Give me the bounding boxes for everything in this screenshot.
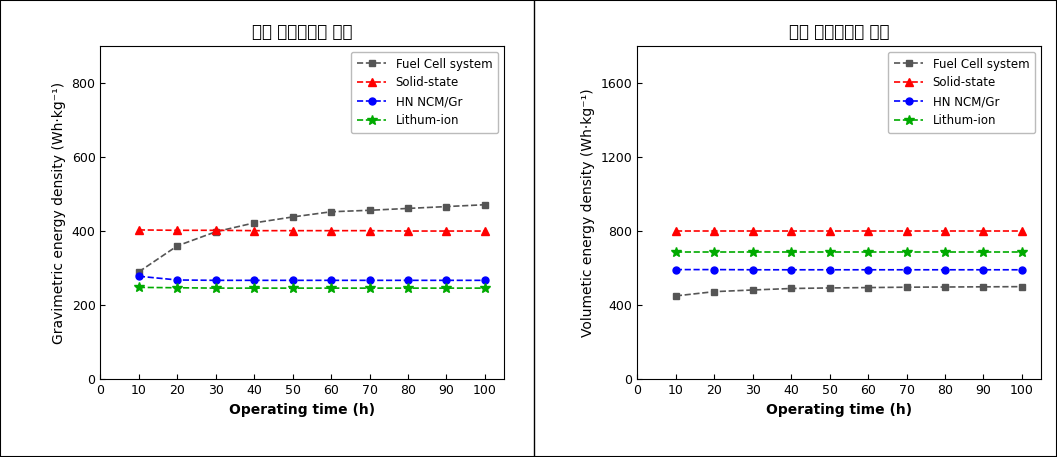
Lithum-ion (440, 285, 452, 291)
Fuel Cell system (861, 285, 874, 290)
Solid-state (286, 228, 299, 234)
Y-axis label: Gravimetric energy density (Wh·kg⁻¹): Gravimetric energy density (Wh·kg⁻¹) (52, 81, 66, 344)
Line: Lithum-ion: Lithum-ion (671, 248, 1026, 257)
Fuel Cell system (785, 286, 798, 291)
Line: HN NCM/Gr: HN NCM/Gr (135, 273, 488, 284)
Fuel Cell system (248, 220, 261, 226)
Lithum-ion (746, 250, 759, 255)
Line: Fuel Cell system: Fuel Cell system (672, 283, 1025, 299)
HN NCM/Gr (901, 267, 913, 272)
Solid-state (861, 228, 874, 234)
HN NCM/Gr (324, 277, 337, 283)
Solid-state (324, 228, 337, 234)
Fuel Cell system (939, 284, 951, 290)
HN NCM/Gr (209, 277, 222, 283)
Line: Solid-state: Solid-state (671, 227, 1026, 235)
HN NCM/Gr (708, 267, 721, 272)
Line: Solid-state: Solid-state (134, 226, 489, 235)
Lithum-ion (171, 285, 184, 291)
Line: HN NCM/Gr: HN NCM/Gr (672, 266, 1025, 273)
Lithum-ion (402, 285, 414, 291)
Lithum-ion (939, 250, 951, 255)
Fuel Cell system (132, 269, 145, 275)
Lithum-ion (823, 250, 836, 255)
Lithum-ion (977, 250, 989, 255)
Solid-state (939, 228, 951, 234)
Fuel Cell system (209, 229, 222, 234)
Fuel Cell system (440, 204, 452, 209)
HN NCM/Gr (669, 267, 682, 272)
Lithum-ion (901, 250, 913, 255)
Fuel Cell system (1016, 284, 1028, 289)
Lithum-ion (1016, 250, 1028, 255)
Title: 부피 에너지밀도 예측: 부피 에너지밀도 예측 (789, 23, 890, 42)
HN NCM/Gr (1016, 267, 1028, 272)
Lithum-ion (248, 285, 261, 291)
Lithum-ion (708, 250, 721, 255)
Legend: Fuel Cell system, Solid-state, HN NCM/Gr, Lithum-ion: Fuel Cell system, Solid-state, HN NCM/Gr… (351, 52, 498, 133)
Legend: Fuel Cell system, Solid-state, HN NCM/Gr, Lithum-ion: Fuel Cell system, Solid-state, HN NCM/Gr… (888, 52, 1035, 133)
Solid-state (708, 228, 721, 234)
HN NCM/Gr (823, 267, 836, 272)
Fuel Cell system (669, 293, 682, 299)
Solid-state (440, 228, 452, 234)
Solid-state (901, 228, 913, 234)
HN NCM/Gr (785, 267, 798, 272)
Solid-state (1016, 228, 1028, 234)
HN NCM/Gr (248, 277, 261, 283)
Title: 질량 에너지밀도 예측: 질량 에너지밀도 예측 (252, 23, 353, 42)
Fuel Cell system (364, 207, 376, 213)
Solid-state (171, 228, 184, 233)
Fuel Cell system (977, 284, 989, 290)
Solid-state (364, 228, 376, 234)
Lithum-ion (209, 285, 222, 291)
Solid-state (132, 227, 145, 233)
Solid-state (402, 228, 414, 234)
Fuel Cell system (286, 214, 299, 220)
Lithum-ion (479, 285, 492, 291)
Fuel Cell system (746, 287, 759, 293)
Fuel Cell system (823, 285, 836, 291)
Solid-state (823, 228, 836, 234)
Fuel Cell system (708, 289, 721, 294)
Solid-state (785, 228, 798, 234)
Lithum-ion (324, 285, 337, 291)
X-axis label: Operating time (h): Operating time (h) (766, 403, 912, 417)
HN NCM/Gr (746, 267, 759, 272)
Fuel Cell system (901, 284, 913, 290)
Fuel Cell system (479, 202, 492, 207)
Line: Lithum-ion: Lithum-ion (134, 282, 489, 293)
Solid-state (248, 228, 261, 234)
Solid-state (479, 228, 492, 234)
Lithum-ion (861, 250, 874, 255)
Lithum-ion (785, 250, 798, 255)
Lithum-ion (364, 285, 376, 291)
HN NCM/Gr (364, 277, 376, 283)
HN NCM/Gr (977, 267, 989, 272)
Solid-state (977, 228, 989, 234)
HN NCM/Gr (440, 277, 452, 283)
HN NCM/Gr (479, 277, 492, 283)
Solid-state (746, 228, 759, 234)
HN NCM/Gr (132, 274, 145, 279)
Fuel Cell system (324, 209, 337, 214)
HN NCM/Gr (939, 267, 951, 272)
X-axis label: Operating time (h): Operating time (h) (229, 403, 375, 417)
Solid-state (209, 228, 222, 233)
Lithum-ion (132, 285, 145, 290)
Fuel Cell system (171, 243, 184, 249)
Y-axis label: Volumetic energy density (Wh·kg⁻¹): Volumetic energy density (Wh·kg⁻¹) (581, 88, 595, 337)
Lithum-ion (286, 285, 299, 291)
HN NCM/Gr (861, 267, 874, 272)
Line: Fuel Cell system: Fuel Cell system (135, 201, 488, 275)
Fuel Cell system (402, 206, 414, 211)
HN NCM/Gr (286, 277, 299, 283)
HN NCM/Gr (171, 277, 184, 283)
Lithum-ion (669, 250, 682, 255)
HN NCM/Gr (402, 277, 414, 283)
Solid-state (669, 228, 682, 234)
